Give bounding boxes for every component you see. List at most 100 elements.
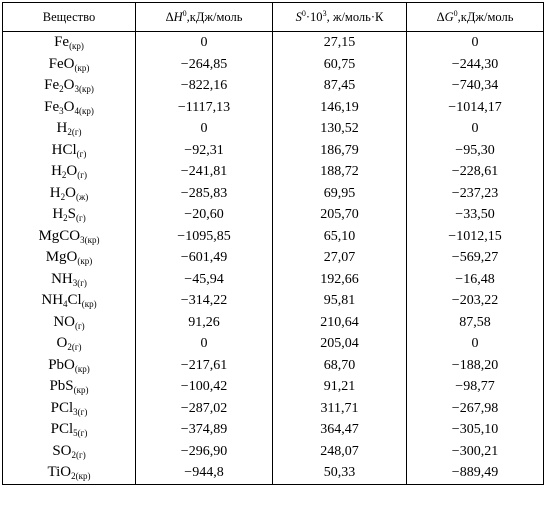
table-row: FeO(кр) −264,85 60,75 −244,30 (2, 53, 544, 75)
enthalpy-cell: −20,60 (135, 204, 273, 226)
table-row: H2(г) 0 130,52 0 (2, 118, 544, 140)
substance-formula: H2O (51, 163, 78, 181)
enthalpy-cell: −285,83 (135, 182, 273, 204)
enthalpy-cell: −314,22 (135, 290, 273, 312)
table-row: NO(г) 91,26 210,64 87,58 (2, 311, 544, 333)
phase-state: (г) (74, 320, 85, 331)
enthalpy-cell: 0 (135, 31, 273, 54)
substance-formula: NH4Cl (41, 292, 82, 310)
entropy-cell: 130,52 (272, 118, 407, 140)
substance-formula: Fe (54, 34, 70, 51)
substance-formula: MgCO3 (38, 227, 85, 245)
entropy-cell: 364,47 (272, 419, 407, 441)
header-substance: Вещество (2, 2, 136, 32)
phase-state: (г) (77, 170, 87, 181)
substance-formula: HCl (51, 141, 77, 158)
header-enthalpy: ΔH0,кДж/моль (135, 2, 273, 32)
table-row: MgO(кр) −601,49 27,07 −569,27 (2, 247, 544, 269)
enthalpy-cell: −822,16 (135, 75, 273, 97)
substance-cell: FeO(кр) (2, 53, 136, 75)
substance-formula: PCl5 (50, 421, 78, 439)
table-row: PbO(кр) −217,61 68,70 −188,20 (2, 354, 544, 376)
gibbs-cell: −98,77 (406, 376, 544, 398)
phase-state: (кр) (75, 471, 91, 482)
table-row: Fe3O4(кр) −1117,13 146,19 −1014,17 (2, 96, 544, 118)
entropy-cell: 205,04 (272, 333, 407, 355)
table-row: H2O(ж) −285,83 69,95 −237,23 (2, 182, 544, 204)
substance-cell: TiO2(кр) (2, 462, 136, 485)
table-row: H2S(г) −20,60 205,70 −33,50 (2, 204, 544, 226)
enthalpy-cell: −100,42 (135, 376, 273, 398)
gibbs-cell: −244,30 (406, 53, 544, 75)
substance-formula: MgO (45, 249, 78, 266)
gibbs-cell: −305,10 (406, 419, 544, 441)
entropy-cell: 50,33 (272, 462, 407, 485)
gibbs-cell: −228,61 (406, 161, 544, 183)
phase-state: (г) (77, 406, 88, 417)
gibbs-cell: −300,21 (406, 440, 544, 462)
entropy-cell: 27,15 (272, 31, 407, 54)
substance-cell: H2(г) (2, 118, 136, 140)
substance-cell: NH4Cl(кр) (2, 290, 136, 312)
gibbs-cell: 0 (406, 31, 544, 54)
gibbs-cell: −237,23 (406, 182, 544, 204)
enthalpy-cell: −944,8 (135, 462, 273, 485)
enthalpy-cell: −217,61 (135, 354, 273, 376)
table-row: O2(г) 0 205,04 0 (2, 333, 544, 355)
substance-cell: H2O(г) (2, 161, 136, 183)
phase-state: (кр) (74, 62, 90, 73)
table-row: MgCO3(кр) −1095,85 65,10 −1012,15 (2, 225, 544, 247)
substance-formula: O2 (56, 335, 72, 353)
enthalpy-cell: −1117,13 (135, 96, 273, 118)
table-row: TiO2(кр) −944,8 50,33 −889,49 (2, 462, 544, 485)
gibbs-cell: 87,58 (406, 311, 544, 333)
table-row: Fe(кр) 0 27,15 0 (2, 31, 544, 54)
substance-cell: MgCO3(кр) (2, 225, 136, 247)
enthalpy-cell: 91,26 (135, 311, 273, 333)
phase-state: (г) (71, 342, 82, 353)
entropy-cell: 205,70 (272, 204, 407, 226)
phase-state: (г) (76, 213, 86, 224)
thermo-table-container: Вещество ΔH0,кДж/моль S0·103, ж/моль·К Δ… (2, 2, 544, 485)
substance-formula: PCl3 (50, 399, 78, 417)
header-gibbs: ΔG0,кДж/моль (406, 2, 544, 32)
entropy-cell: 27,07 (272, 247, 407, 269)
phase-state: (кр) (73, 385, 89, 396)
enthalpy-cell: −287,02 (135, 397, 273, 419)
phase-state: (кр) (69, 41, 84, 52)
entropy-cell: 68,70 (272, 354, 407, 376)
phase-state: (г) (76, 449, 86, 460)
phase-state: (кр) (84, 234, 100, 245)
header-row: Вещество ΔH0,кДж/моль S0·103, ж/моль·К Δ… (2, 2, 544, 32)
enthalpy-cell: −374,89 (135, 419, 273, 441)
substance-cell: SO2(г) (2, 440, 136, 462)
substance-cell: PCl3(г) (2, 397, 136, 419)
substance-cell: Fe3O4(кр) (2, 96, 136, 118)
substance-cell: PCl5(г) (2, 419, 136, 441)
substance-formula: H2O (49, 184, 76, 202)
enthalpy-cell: −601,49 (135, 247, 273, 269)
enthalpy-cell: −241,81 (135, 161, 273, 183)
table-row: H2O(г) −241,81 188,72 −228,61 (2, 161, 544, 183)
thermodynamic-data-table: Вещество ΔH0,кДж/моль S0·103, ж/моль·К Δ… (2, 2, 544, 485)
table-row: PCl5(г) −374,89 364,47 −305,10 (2, 419, 544, 441)
substance-formula: TiO2 (47, 464, 76, 482)
substance-cell: PbO(кр) (2, 354, 136, 376)
entropy-cell: 248,07 (272, 440, 407, 462)
substance-cell: H2O(ж) (2, 182, 136, 204)
table-row: NH3(г) −45,94 192,66 −16,48 (2, 268, 544, 290)
gibbs-cell: −16,48 (406, 268, 544, 290)
entropy-cell: 210,64 (272, 311, 407, 333)
enthalpy-cell: −92,31 (135, 139, 273, 161)
substance-formula: PbS (49, 378, 74, 395)
substance-cell: PbS(кр) (2, 376, 136, 398)
substance-formula: FeO (48, 55, 75, 72)
entropy-cell: 311,71 (272, 397, 407, 419)
header-entropy: S0·103, ж/моль·К (272, 2, 407, 32)
phase-state: (кр) (78, 84, 94, 95)
entropy-cell: 146,19 (272, 96, 407, 118)
entropy-cell: 91,21 (272, 376, 407, 398)
enthalpy-cell: −296,90 (135, 440, 273, 462)
enthalpy-cell: −264,85 (135, 53, 273, 75)
gibbs-cell: −95,30 (406, 139, 544, 161)
